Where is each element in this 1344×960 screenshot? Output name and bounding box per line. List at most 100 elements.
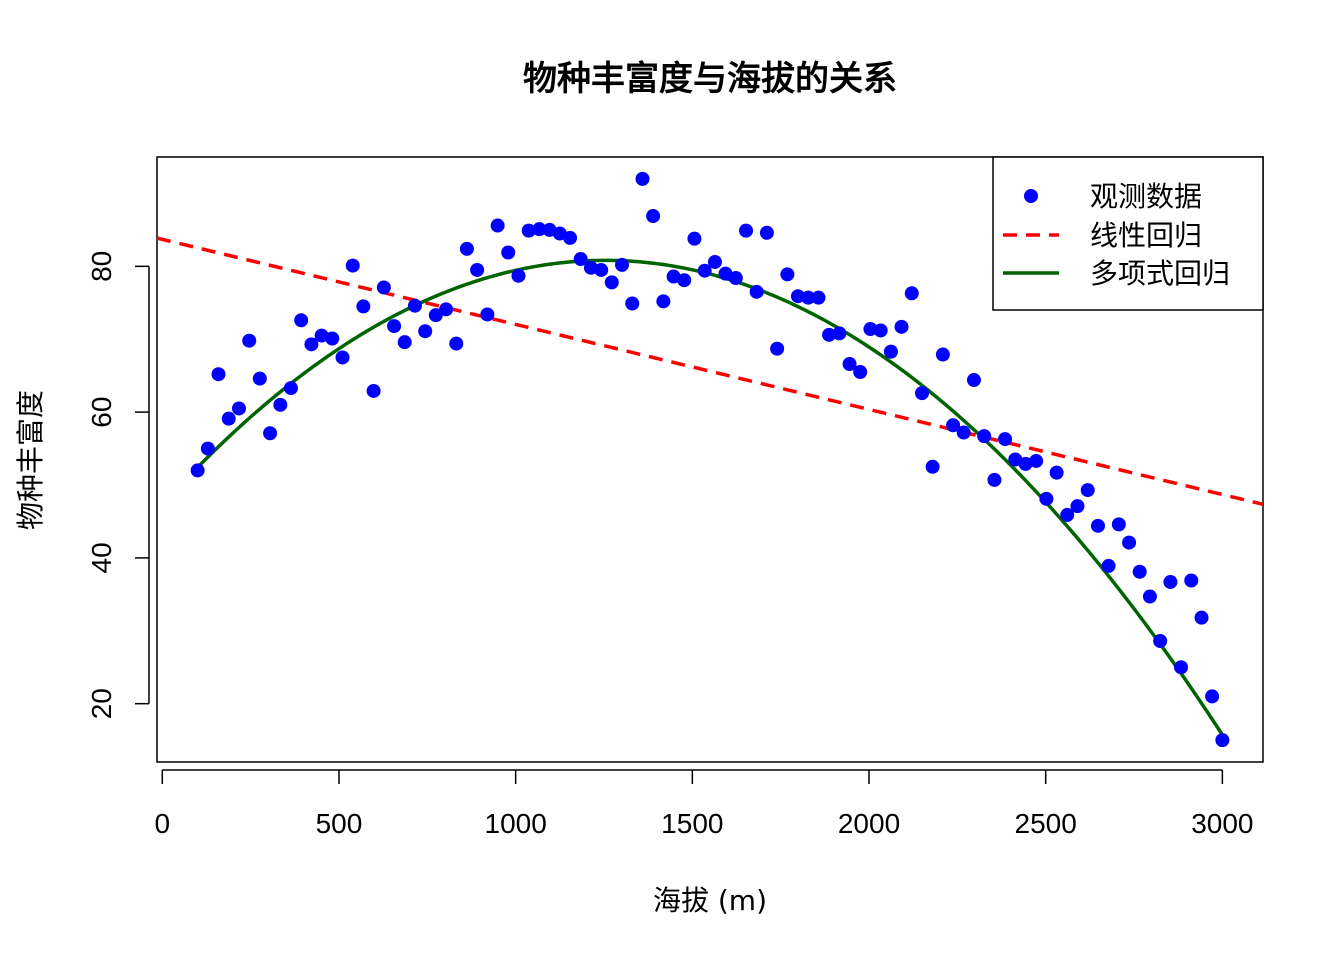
data-point [822, 327, 837, 342]
chart-title: 物种丰富度与海拔的关系 [523, 59, 897, 99]
polynomial-regression-curve [196, 258, 1224, 736]
data-point [739, 223, 754, 238]
data-point [656, 294, 671, 309]
data-point [853, 365, 868, 380]
data-point [966, 373, 981, 388]
data-point [915, 386, 930, 401]
data-point [1101, 558, 1116, 573]
data-point [263, 426, 278, 441]
x-tick-label: 2500 [1015, 808, 1077, 839]
data-point [1184, 573, 1199, 588]
data-point [707, 254, 722, 269]
data-point [428, 308, 443, 323]
data-point [252, 371, 267, 386]
data-point [925, 459, 940, 474]
data-point [490, 218, 505, 233]
data-point [470, 262, 485, 277]
legend: 观测数据 线性回归 多项式回归 [992, 156, 1264, 311]
data-point [883, 344, 898, 359]
x-tick-label: 3000 [1191, 808, 1253, 839]
data-point [1029, 453, 1044, 468]
data-point [863, 322, 878, 337]
data-point [1018, 456, 1033, 471]
data-point [325, 331, 340, 346]
data-point [294, 313, 309, 328]
data-point [511, 268, 526, 283]
data-point [1080, 483, 1095, 498]
data-point [780, 267, 795, 282]
y-tick-label: 20 [86, 688, 117, 719]
data-point [635, 171, 650, 186]
data-point [1122, 535, 1137, 550]
data-point [221, 411, 236, 426]
data-point [356, 299, 371, 314]
y-axis-label: 物种丰富度 [14, 390, 47, 530]
data-point [894, 319, 909, 334]
legend-linear-label: 线性回归 [1090, 219, 1202, 252]
data-point [345, 258, 360, 273]
data-point [1060, 507, 1075, 522]
data-point [873, 323, 888, 338]
data-point [211, 367, 226, 382]
data-point [200, 441, 215, 456]
data-point [977, 429, 992, 444]
data-point [946, 418, 961, 433]
y-axis: 20 40 60 80 [86, 251, 150, 719]
data-point [335, 350, 350, 365]
y-tick-label: 80 [86, 251, 117, 282]
legend-points-label: 观测数据 [1090, 180, 1202, 213]
data-point [770, 341, 785, 356]
data-point [594, 262, 609, 277]
data-point [418, 324, 433, 339]
x-tick-label: 500 [316, 808, 363, 839]
data-point [697, 263, 712, 278]
data-point [449, 336, 464, 351]
data-point [1174, 660, 1189, 675]
data-point [1039, 491, 1054, 506]
data-point [231, 401, 246, 416]
data-point [801, 290, 816, 305]
data-point [790, 289, 805, 304]
y-tick-label: 60 [86, 397, 117, 428]
data-point [532, 222, 547, 237]
data-point [646, 209, 661, 224]
data-point [459, 241, 474, 256]
data-point [615, 257, 630, 272]
data-point [501, 245, 516, 260]
data-point [1153, 634, 1168, 648]
data-point [749, 284, 764, 299]
data-point [1215, 733, 1230, 748]
data-point [811, 290, 826, 305]
x-tick-label: 1500 [661, 808, 723, 839]
data-point [283, 381, 298, 396]
data-point [439, 302, 454, 317]
legend-points-symbol [1024, 189, 1038, 203]
data-points [190, 171, 1230, 748]
x-tick-label: 0 [155, 808, 171, 839]
data-point [687, 231, 702, 246]
plot-area [156, 156, 1264, 763]
data-point [832, 326, 847, 341]
y-tick-label: 40 [86, 542, 117, 573]
x-tick-label: 2000 [838, 808, 900, 839]
data-point [998, 432, 1013, 447]
data-point [904, 286, 919, 301]
data-point [1142, 589, 1157, 604]
data-point [728, 271, 743, 285]
data-point [1194, 610, 1209, 625]
data-point [387, 319, 402, 334]
data-point [677, 273, 692, 288]
data-point [1090, 518, 1105, 533]
data-point [842, 357, 857, 372]
data-point [366, 383, 381, 398]
data-point [987, 472, 1002, 487]
data-point [625, 296, 640, 311]
data-point [242, 333, 257, 348]
linear-regression-line [157, 236, 1263, 506]
data-point [314, 328, 329, 343]
data-point [304, 337, 319, 352]
data-point [521, 223, 536, 238]
data-point [376, 280, 391, 295]
data-point [273, 397, 288, 412]
